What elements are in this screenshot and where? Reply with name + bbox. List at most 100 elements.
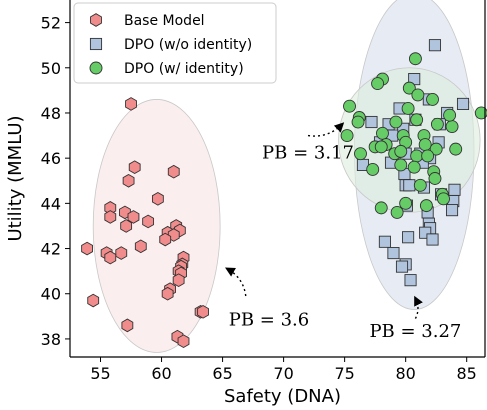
point-dpo-w-identity [389,115,403,129]
legend-label-dpo-w-o-identity: DPO (w/o identity) [124,37,252,53]
point-base-model [104,250,117,265]
point-base-model [120,219,133,233]
x-tick-label: 55 [90,364,110,383]
point-dpo-w-o-identity [403,179,416,192]
y-tick-label: 50 [41,59,61,78]
point-dpo-w-identity [443,108,457,122]
point-dpo-w-identity [419,199,433,213]
point-dpo-w-identity [376,126,389,140]
point-dpo-w-identity [411,88,425,102]
point-base-model [122,173,135,188]
point-dpo-w-o-identity [387,247,400,260]
series-base-model [81,97,209,348]
point-dpo-w-identity [343,99,356,113]
legend-marker-dpo-w-identity [89,61,103,75]
point-dpo-w-identity [437,192,450,206]
point-dpo-w-o-identity [378,235,391,248]
point-dpo-w-o-identity [404,274,417,287]
point-dpo-w-o-identity [426,233,439,246]
point-dpo-w-identity [394,158,408,172]
legend-marker-base-model [90,13,102,27]
point-dpo-w-identity [351,115,365,129]
x-axis-label: Safety (DNA) [224,386,341,407]
point-dpo-w-identity [445,120,459,133]
point-dpo-w-identity [449,142,463,156]
ellipse-base-model [92,99,221,353]
x-tick-label: 75 [334,364,354,383]
point-dpo-w-o-identity [428,39,442,52]
y-tick-label: 44 [41,194,61,213]
y-tick-label: 52 [41,14,61,33]
legend: Base Model DPO (w/o identity) DPO (w/ iden… [73,2,277,84]
annotation-arrow [414,295,423,319]
annotations-layer: PB = 3.17 PB = 3.6 PB = 3.27 [225,122,461,342]
y-tick-label: 40 [41,285,61,304]
point-dpo-w-identity [399,196,413,210]
point-dpo-w-identity [394,144,408,158]
point-base-model [125,97,137,111]
point-dpo-w-identity [474,106,487,120]
point-dpo-w-identity [410,113,424,127]
point-base-model [128,160,141,175]
point-dpo-w-identity [430,117,444,131]
point-dpo-w-identity [374,140,388,154]
annotation-label: PB = 3.27 [369,321,461,342]
point-base-model [151,192,164,206]
y-tick-label: 38 [41,330,61,349]
point-base-model [177,334,190,348]
legend-label-dpo-w-identity: DPO (w/ identity) [124,61,244,77]
point-base-model [121,318,134,333]
point-base-model [104,210,117,224]
point-dpo-w-identity [390,205,404,219]
point-dpo-w-identity [426,92,439,106]
legend-box [73,2,277,84]
point-dpo-w-identity [371,77,385,91]
point-dpo-w-o-identity [445,204,459,217]
point-base-model [81,241,93,256]
point-dpo-w-identity [366,163,380,176]
x-tick-label: 80 [395,364,415,383]
point-base-model [197,304,209,319]
x-tick-label: 60 [151,364,171,383]
y-tick-label: 46 [41,149,61,168]
point-dpo-w-identity [374,201,388,215]
point-base-model [167,164,180,179]
point-base-model [87,293,100,308]
point-base-model [115,246,128,260]
axes-layer: 55 60 65 70 75 80 85 38 40 42 44 46 48 50 52 Safety (DN… [5,0,486,407]
points-layer [81,39,487,348]
y-axis-label: Utility (MMLU) [5,115,26,241]
point-dpo-w-identity [407,160,421,174]
series-dpo-w-o-identity [356,39,470,287]
point-dpo-w-identity [408,52,422,66]
point-dpo-w-identity [401,102,415,115]
point-dpo-w-identity [429,142,443,156]
point-base-model [159,232,172,247]
point-dpo-w-identity [410,149,424,163]
point-dpo-w-identity [428,172,442,185]
legend-marker-dpo-w-o-identity [89,37,103,51]
point-dpo-w-o-identity [395,260,409,273]
point-dpo-w-o-identity [402,231,415,244]
point-base-model [172,273,185,287]
annotation-arrow [307,122,345,137]
legend-label-base-model: Base Model [124,13,205,29]
y-tick-label: 48 [41,104,61,123]
point-dpo-w-o-identity [448,183,461,196]
x-tick-label: 70 [273,364,293,383]
point-dpo-w-o-identity [456,97,470,110]
annotation-label: PB = 3.6 [229,310,310,331]
point-dpo-w-identity [340,129,354,143]
point-dpo-w-o-identity [419,226,432,239]
series-dpo-w-identity [340,52,487,219]
point-dpo-w-identity [418,138,432,152]
point-base-model [161,286,174,301]
point-base-model [134,239,147,254]
point-dpo-w-o-identity [365,115,378,129]
point-base-model [127,210,140,224]
point-dpo-w-identity [354,147,367,161]
y-tick-label: 42 [41,240,61,259]
annotation-label: PB = 3.17 [262,142,354,163]
